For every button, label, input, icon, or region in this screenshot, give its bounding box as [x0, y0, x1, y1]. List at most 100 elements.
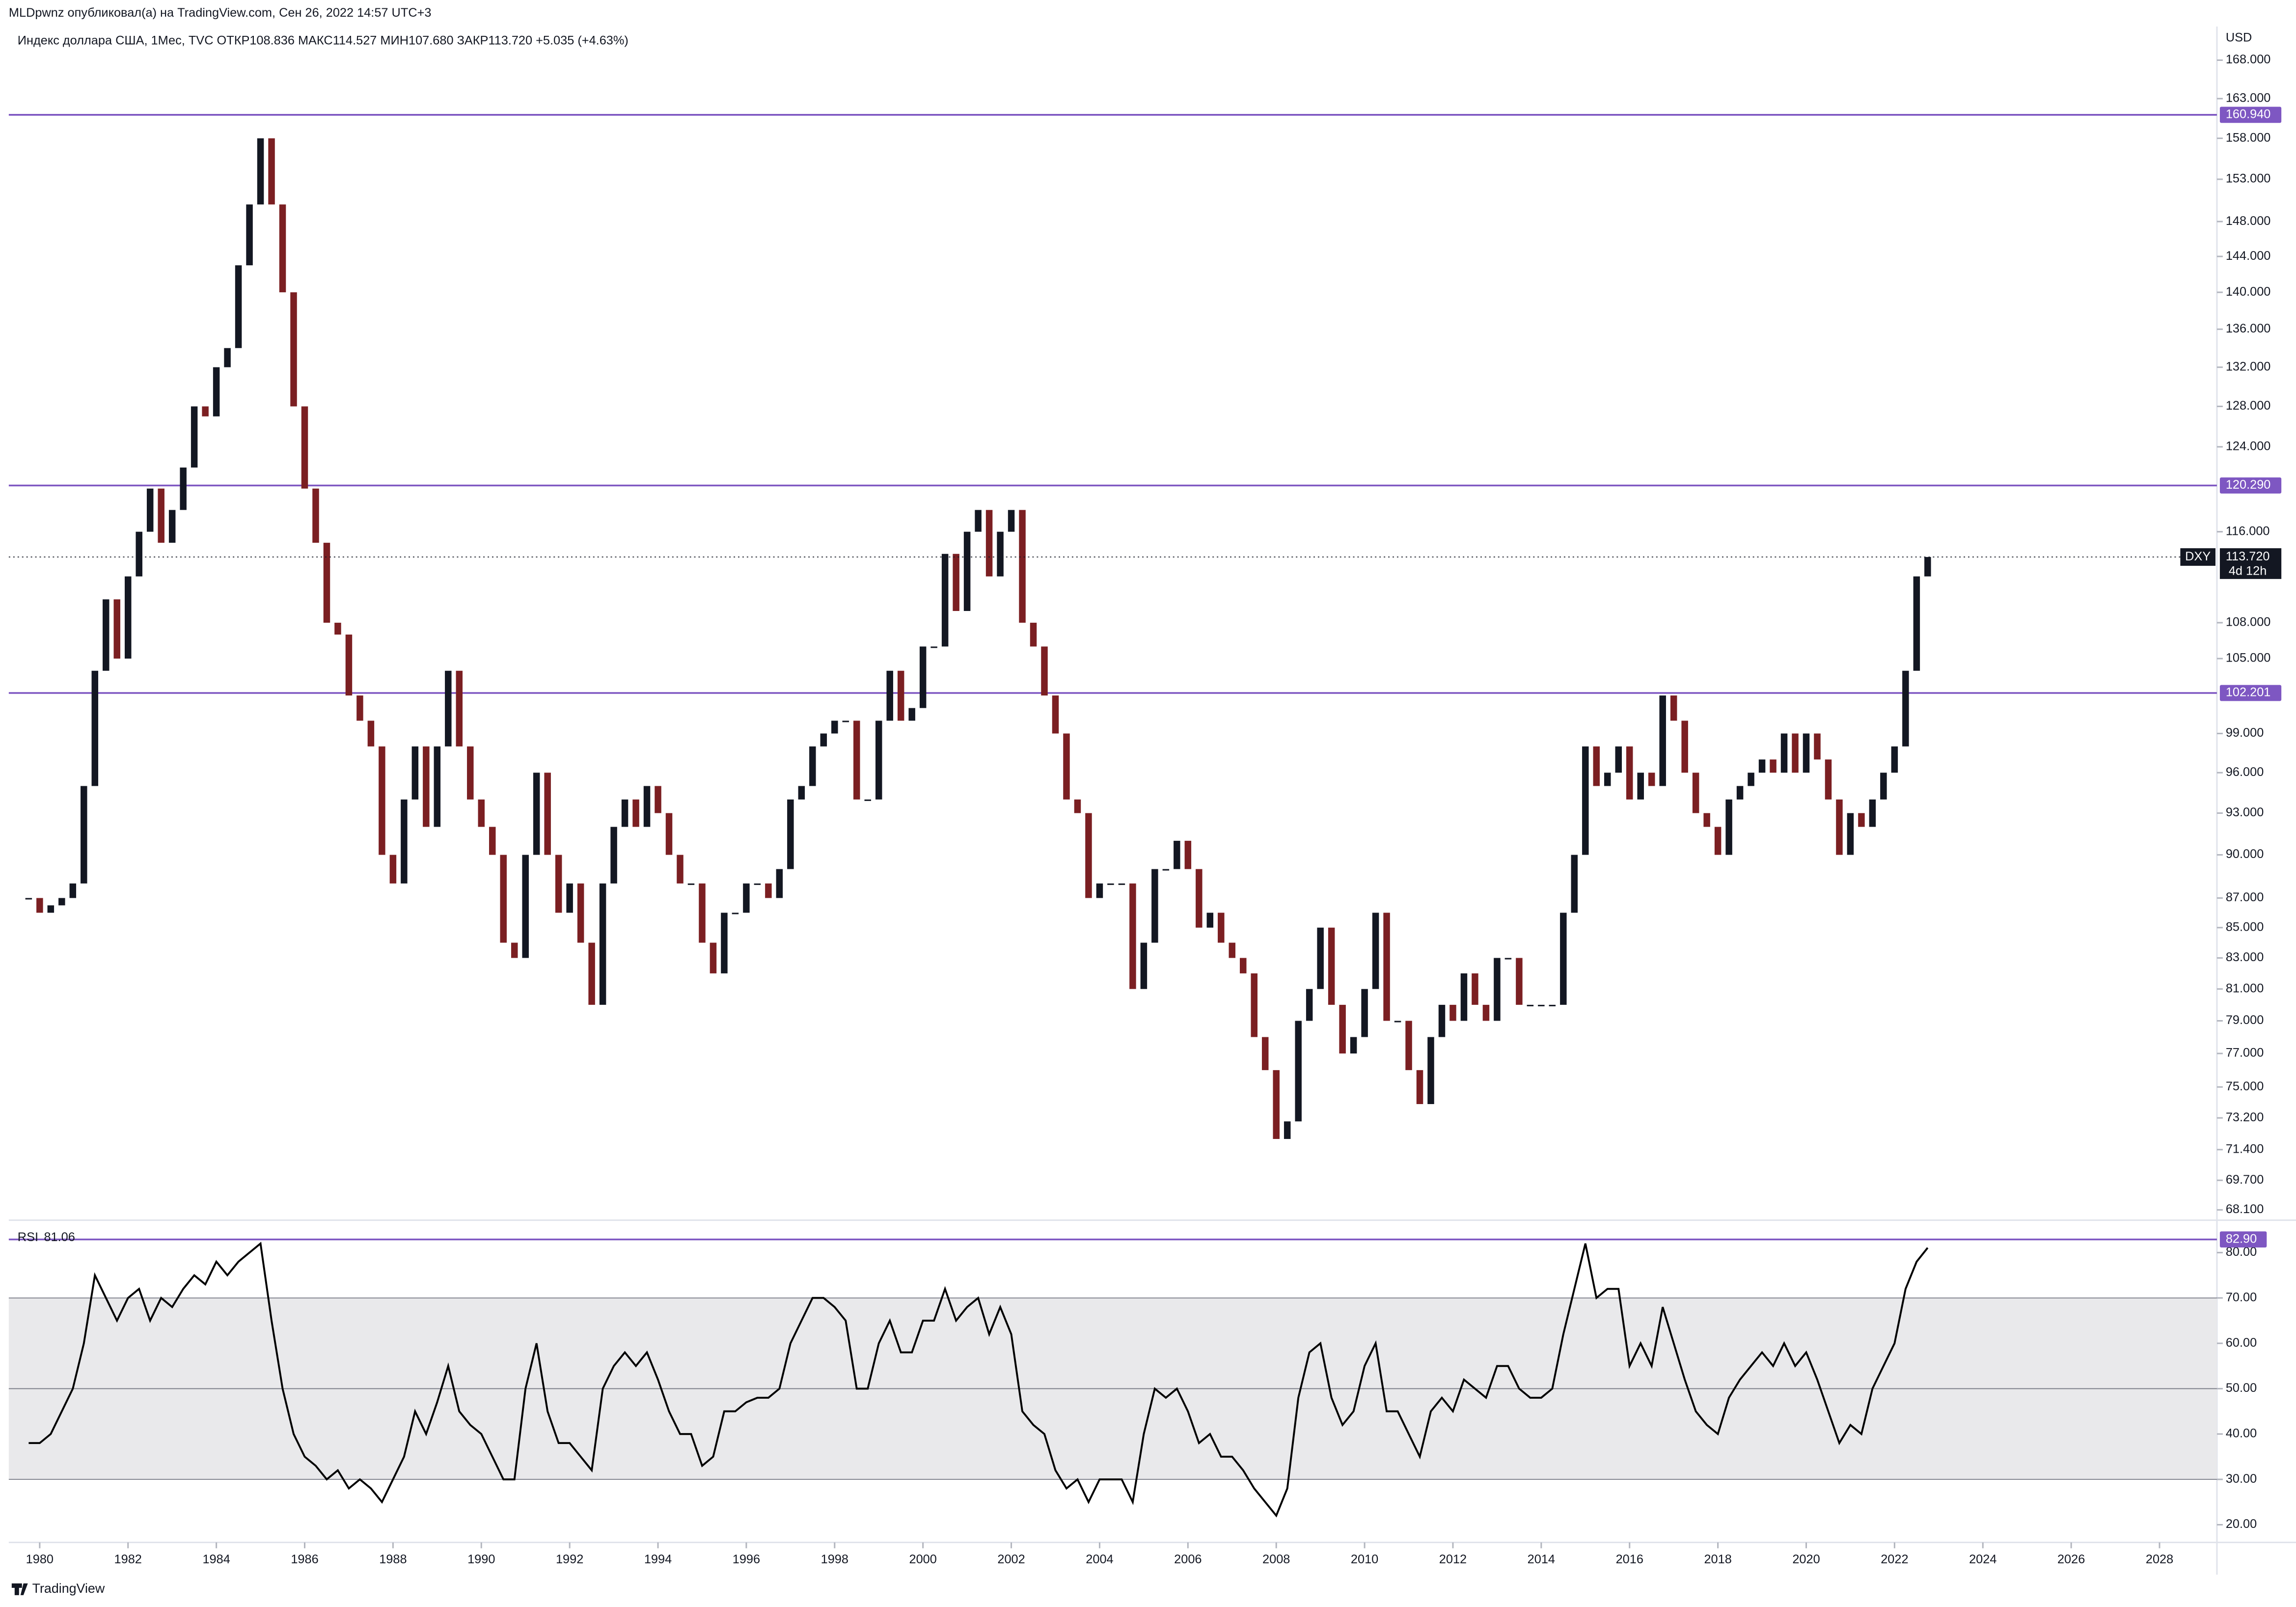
x-tick-label: 2020 [1792, 1552, 1820, 1566]
candle [1118, 883, 1125, 885]
x-tick-label: 2014 [1528, 1552, 1555, 1566]
candle [1427, 1037, 1434, 1105]
candle [279, 204, 286, 293]
candle [1151, 869, 1158, 943]
candle [743, 883, 750, 913]
candle [610, 827, 617, 884]
candle [1593, 746, 1600, 786]
candle [1825, 759, 1832, 800]
candle [522, 855, 529, 958]
candle [1527, 1004, 1534, 1006]
candle [180, 467, 187, 510]
candle [1328, 927, 1335, 1005]
candle [1913, 576, 1920, 671]
candle [312, 488, 319, 543]
y-tick-label: 40.00 [2226, 1426, 2257, 1440]
candle [1295, 1021, 1302, 1122]
candle [334, 622, 341, 635]
candle [25, 898, 32, 900]
candle [997, 531, 1004, 577]
last-price-label: 113.720 [2226, 550, 2270, 563]
x-tick-label: 1998 [821, 1552, 848, 1566]
candle [908, 708, 915, 721]
candle [257, 138, 264, 205]
candle [1748, 773, 1754, 786]
candle [1736, 786, 1744, 800]
candle [599, 883, 606, 1005]
x-tick-label: 2002 [997, 1552, 1025, 1566]
level-label-bg [2219, 107, 2282, 123]
candle [124, 576, 132, 659]
y-tick-label: 99.000 [2226, 726, 2264, 740]
candle [1063, 733, 1070, 800]
y-tick-label: 96.000 [2226, 765, 2264, 779]
candle [798, 786, 805, 800]
candle [1880, 773, 1887, 800]
candle [710, 942, 717, 973]
candle [158, 488, 164, 543]
candle [224, 348, 231, 367]
symbol-tag-bg [2180, 548, 2215, 566]
candle [732, 913, 739, 914]
candle [511, 942, 518, 958]
y-tick-label: 81.000 [2226, 981, 2264, 995]
candle [1725, 799, 1732, 855]
y-tick-label: 69.700 [2226, 1173, 2264, 1187]
x-tick-label: 2008 [1262, 1552, 1290, 1566]
y-tick-label: 116.000 [2226, 524, 2270, 538]
candle [1869, 799, 1876, 827]
candle [1494, 958, 1501, 1021]
candle [500, 855, 507, 943]
candle [975, 510, 982, 532]
x-tick-label: 2010 [1351, 1552, 1378, 1566]
candle [1273, 1070, 1280, 1139]
candle [445, 670, 452, 747]
candle [1615, 746, 1622, 773]
candle [1361, 989, 1368, 1037]
candle [776, 869, 783, 898]
currency-label: USD [2226, 31, 2252, 45]
candle [1438, 1004, 1446, 1037]
y-tick-label: 71.400 [2226, 1142, 2264, 1156]
candle [1847, 813, 1854, 855]
y-tick-label: 158.000 [2226, 131, 2271, 144]
candle [1383, 913, 1390, 1021]
candle [1836, 799, 1843, 855]
candle [1140, 942, 1148, 989]
x-tick-label: 1980 [26, 1552, 54, 1566]
y-tick-label: 124.000 [2226, 439, 2271, 453]
candle [1372, 913, 1379, 989]
y-tick-label: 73.200 [2226, 1110, 2264, 1124]
candle [632, 799, 639, 827]
y-tick-label: 83.000 [2226, 950, 2264, 964]
candle [953, 554, 959, 611]
x-tick-label: 2006 [1174, 1552, 1202, 1566]
candle [47, 905, 55, 913]
author-line: MLDpwnz опубликовал(а) на TradingView.co… [9, 6, 432, 20]
candle [1184, 840, 1192, 869]
candle [1229, 942, 1236, 958]
candle [677, 855, 683, 884]
candle [69, 883, 77, 898]
candle [301, 406, 308, 489]
candle [930, 646, 937, 648]
candle [853, 720, 860, 800]
y-tick-label: 87.000 [2226, 890, 2264, 904]
candle [36, 898, 43, 913]
candle [1891, 746, 1898, 773]
candle [1681, 720, 1688, 773]
candle [1504, 958, 1512, 960]
candle [588, 942, 595, 1005]
candle [941, 554, 949, 647]
candle [235, 265, 242, 348]
y-tick-label: 60.00 [2226, 1336, 2257, 1350]
candle [356, 695, 363, 721]
candle [246, 204, 253, 266]
candle [1196, 869, 1203, 928]
y-tick-label: 153.000 [2226, 172, 2271, 186]
x-tick-label: 2022 [1881, 1552, 1908, 1566]
x-tick-label: 1986 [291, 1552, 318, 1566]
candle [566, 883, 573, 913]
candle [621, 799, 629, 827]
candle [555, 855, 562, 913]
